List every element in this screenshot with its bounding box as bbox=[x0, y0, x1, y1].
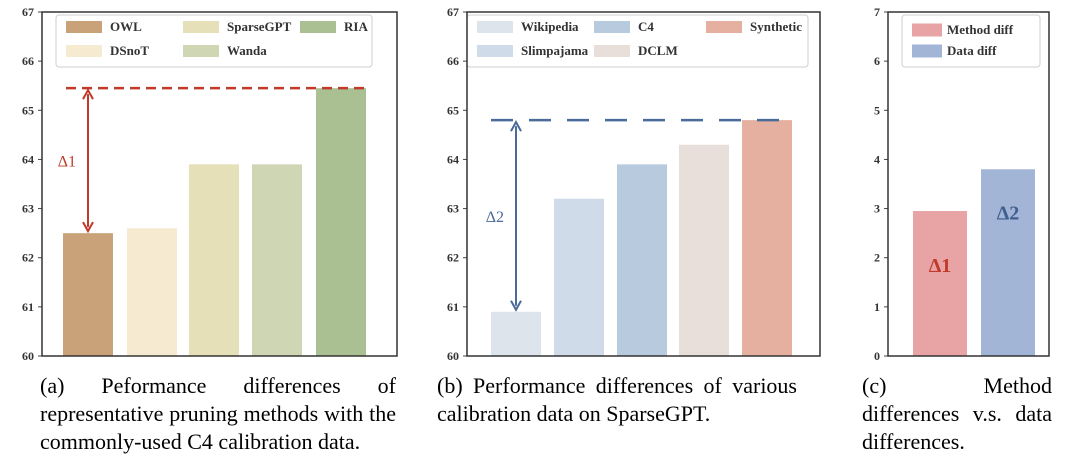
legend-swatch bbox=[706, 21, 742, 33]
caption-a: (a) Peformance differences of representa… bbox=[40, 373, 396, 454]
y-tick-label: 60 bbox=[447, 349, 459, 363]
y-tick-label: 62 bbox=[22, 251, 34, 265]
plot-frame bbox=[887, 11, 1050, 357]
bar-dclm bbox=[679, 144, 729, 356]
y-tick-label: 67 bbox=[447, 5, 459, 19]
bar-sparsegpt bbox=[189, 164, 239, 356]
y-tick-label: 61 bbox=[22, 300, 34, 314]
y-tick-label: 3 bbox=[874, 202, 880, 216]
bar-synthetic bbox=[742, 120, 792, 356]
y-tick-label: 67 bbox=[22, 5, 34, 19]
delta-arrow-head-down bbox=[82, 221, 94, 234]
legend-swatch bbox=[477, 45, 513, 57]
y-tick-label: 6 bbox=[874, 54, 880, 68]
legend-label: Wikipedia bbox=[521, 19, 579, 34]
legend-label: Wanda bbox=[227, 43, 267, 58]
y-tick-label: 60 bbox=[22, 349, 34, 363]
y-tick-label: 0 bbox=[874, 349, 880, 363]
bar-wanda bbox=[252, 164, 302, 356]
bar-ria bbox=[316, 88, 366, 357]
bar-method-diff bbox=[913, 211, 967, 356]
legend-label: OWL bbox=[110, 19, 142, 34]
legend-swatch bbox=[912, 44, 942, 58]
legend-box bbox=[55, 14, 373, 68]
y-tick-label: 64 bbox=[447, 152, 459, 166]
y-tick-label: 1 bbox=[874, 300, 880, 314]
bar-dsnot bbox=[127, 228, 177, 356]
y-tick-label: 65 bbox=[447, 103, 459, 117]
legend-swatch bbox=[66, 45, 102, 57]
y-tick-label: 66 bbox=[22, 54, 34, 68]
legend-label: SparseGPT bbox=[227, 19, 292, 34]
y-tick-label: 4 bbox=[874, 152, 880, 166]
bar-slimpajama bbox=[554, 198, 604, 356]
legend-swatch bbox=[594, 45, 630, 57]
caption-c: (c) Method differences v.s. data differe… bbox=[862, 373, 1052, 454]
y-tick-label: 2 bbox=[874, 251, 880, 265]
legend-label: Data diff bbox=[947, 43, 997, 58]
delta-label: Δ1 bbox=[58, 154, 76, 171]
legend-label: C4 bbox=[638, 19, 654, 34]
y-tick-label: 62 bbox=[447, 251, 459, 265]
legend-swatch bbox=[594, 21, 630, 33]
bar-value-label: Δ1 bbox=[929, 255, 952, 277]
legend-swatch bbox=[183, 21, 219, 33]
y-tick-label: 66 bbox=[447, 54, 459, 68]
bar-data-diff bbox=[981, 169, 1035, 356]
legend-label: Synthetic bbox=[750, 19, 802, 34]
y-tick-label: 5 bbox=[874, 103, 880, 117]
plot-frame bbox=[466, 11, 821, 357]
legend-label: DCLM bbox=[638, 43, 678, 58]
y-tick-label: 61 bbox=[447, 300, 459, 314]
y-tick-label: 63 bbox=[22, 202, 34, 216]
y-tick-label: 64 bbox=[22, 152, 34, 166]
legend-swatch bbox=[477, 21, 513, 33]
legend-swatch bbox=[300, 21, 336, 33]
legend-label: Method diff bbox=[947, 22, 1014, 37]
delta-arrow-head-down bbox=[510, 300, 522, 312]
legend-label: DSnoT bbox=[110, 43, 149, 58]
y-tick-label: 65 bbox=[22, 103, 34, 117]
bar-value-label: Δ2 bbox=[997, 203, 1020, 225]
plot-frame bbox=[41, 11, 398, 357]
legend-swatch bbox=[66, 21, 102, 33]
y-tick-label: 7 bbox=[874, 5, 880, 19]
delta-arrow-head-up bbox=[82, 88, 94, 100]
bar-owl bbox=[63, 233, 113, 356]
delta-label: Δ2 bbox=[486, 209, 504, 226]
caption-b: (b) Performance differences of various c… bbox=[437, 373, 797, 426]
y-tick-label: 63 bbox=[447, 202, 459, 216]
bar-wikipedia bbox=[491, 311, 541, 356]
delta-arrow-head-up bbox=[510, 120, 522, 132]
legend-swatch bbox=[912, 23, 942, 37]
legend-label: RIA bbox=[344, 19, 368, 34]
bar-c4 bbox=[617, 164, 667, 356]
legend-swatch bbox=[183, 45, 219, 57]
legend-label: Slimpajama bbox=[521, 43, 589, 58]
